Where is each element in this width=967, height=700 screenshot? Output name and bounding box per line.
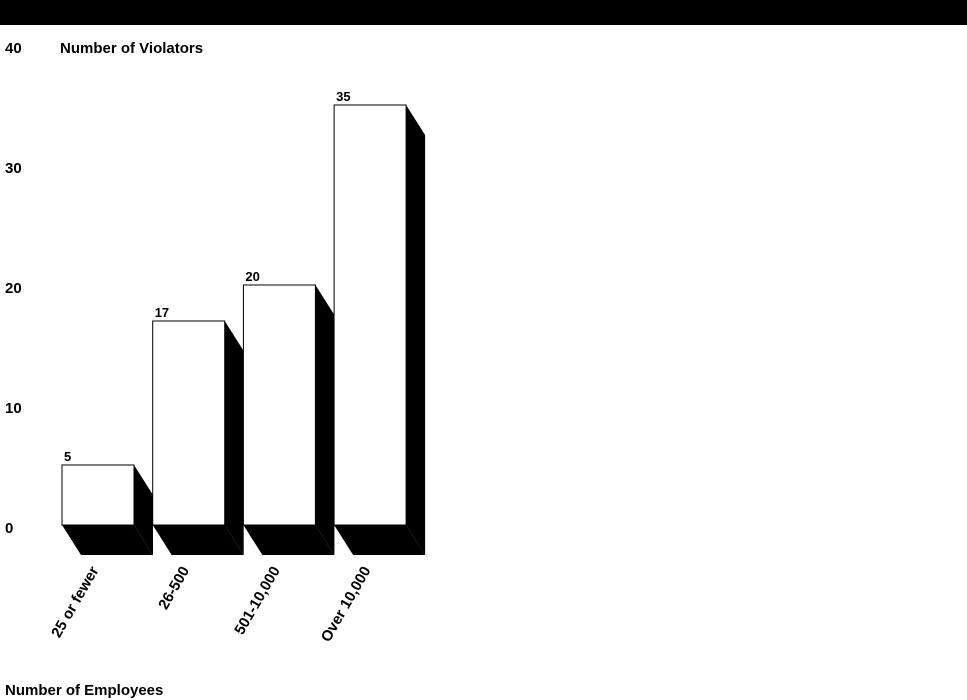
bars: 5 17 20 35 <box>61 89 426 555</box>
bar-side-shadow <box>315 285 335 555</box>
y-tick-label: 30 <box>5 160 22 177</box>
bar-side-shadow <box>224 321 244 555</box>
bar <box>333 104 407 526</box>
bar-value-label: 5 <box>64 449 71 464</box>
bar-side-shadow <box>406 105 426 555</box>
x-axis: 25 or fewer 26-500 501-10,000 Over 10,000 <box>48 563 374 645</box>
bar-floor-shadow <box>243 525 335 555</box>
bar-group: 35 <box>333 89 426 555</box>
bar-side-shadow <box>134 465 153 555</box>
bar-group: 17 <box>152 305 244 555</box>
y-tick-label: 40 <box>5 40 22 57</box>
y-tick-label: 10 <box>5 400 22 417</box>
top-band <box>0 0 967 25</box>
bar-value-label: 20 <box>245 269 259 284</box>
y-tick-label: 0 <box>5 520 13 537</box>
x-axis-title: Number of Employees <box>5 682 163 699</box>
y-axis: 0 10 20 30 40 <box>5 40 22 537</box>
bar <box>61 464 135 526</box>
bar <box>242 284 316 526</box>
bar-floor-shadow <box>152 525 244 555</box>
bar-value-label: 35 <box>336 89 350 104</box>
bar-floor-shadow <box>62 525 153 555</box>
x-category-label: 501-10,000 <box>231 564 284 638</box>
x-category-label: Over 10,000 <box>318 564 375 645</box>
x-category-label: 25 or fewer <box>48 563 102 640</box>
x-category-label: 26-500 <box>155 564 193 613</box>
bar <box>152 320 226 526</box>
bar-group: 5 <box>61 449 153 555</box>
bar-group: 20 <box>242 269 335 555</box>
bar-floor-shadow <box>334 525 426 555</box>
y-axis-title: Number of Violators <box>60 40 203 57</box>
y-tick-label: 20 <box>5 280 22 297</box>
bar-value-label: 17 <box>155 305 169 320</box>
